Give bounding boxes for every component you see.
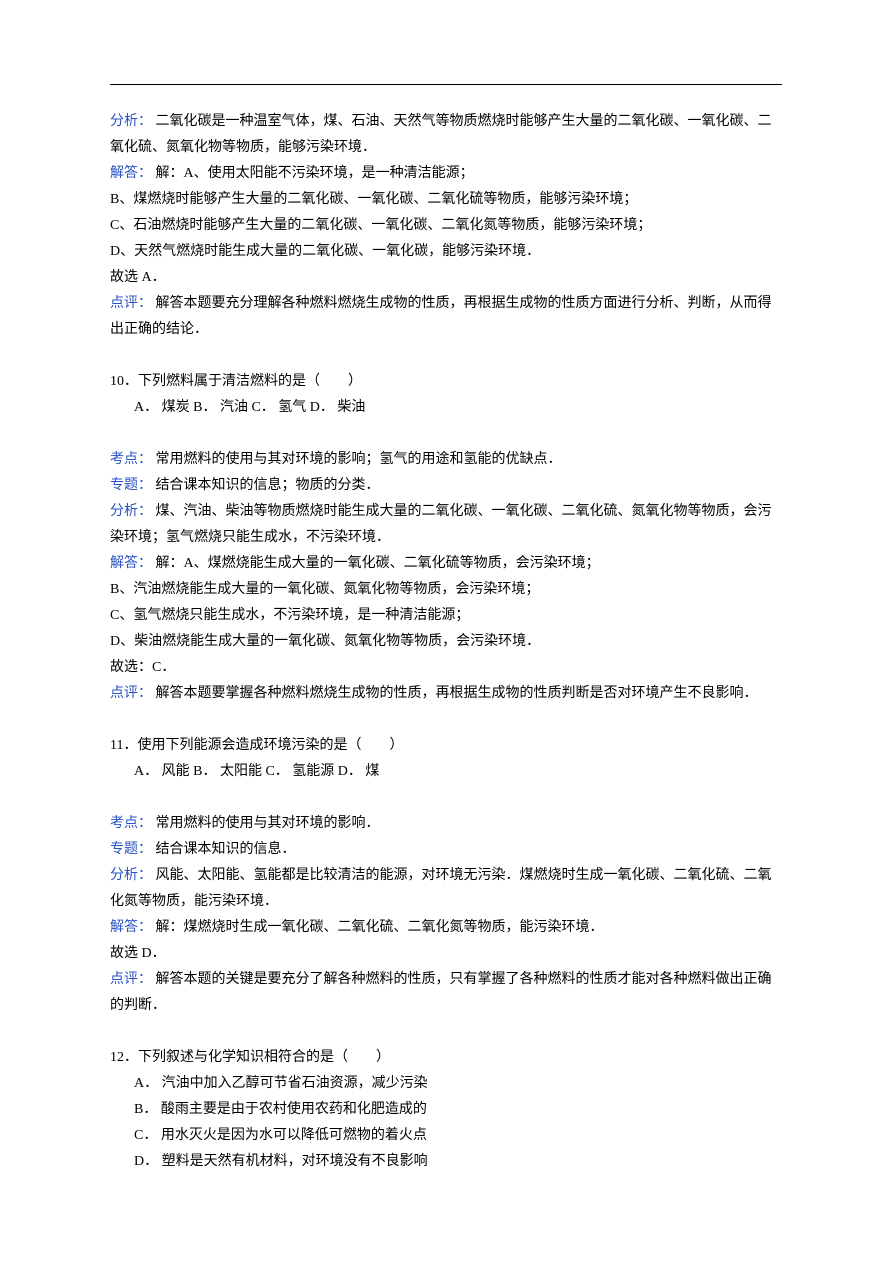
analysis-text: 煤、汽油、柴油等物质燃烧时能生成大量的二氧化碳、一氧化碳、二氧化硫、氮氧化物等物… [110, 504, 772, 545]
answer-text: 解：煤燃烧时生成一氧化碳、二氧化硫、二氧化氮等物质，能污染环境． [156, 920, 604, 935]
answer-label: 解答： [110, 166, 152, 181]
kaodian-label: 考点： [110, 452, 152, 467]
q10-line-c: C、氢气燃烧只能生成水，不污染环境，是一种清洁能源； [110, 603, 782, 629]
zhuanti-label: 专题： [110, 842, 152, 857]
kaodian-text: 常用燃料的使用与其对环境的影响；氢气的用途和氢能的优缺点． [156, 452, 562, 467]
q9-line-c: C、石油燃烧时能够产生大量的二氧化碳、一氧化碳、二氧化氮等物质，能够污染环境； [110, 213, 782, 239]
zhuanti-label: 专题： [110, 478, 152, 493]
analysis-label: 分析： [110, 114, 152, 129]
q9-line-d: D、天然气燃烧时能生成大量的二氧化碳、一氧化碳，能够污染环境． [110, 239, 782, 265]
comment-label: 点评： [110, 686, 152, 701]
analysis-text: 二氧化碳是一种温室气体，煤、石油、天然气等物质燃烧时能够产生大量的二氧化碳、一氧… [110, 114, 772, 155]
q10-comment: 点评： 解答本题要掌握各种燃料燃烧生成物的性质，再根据生成物的性质判断是否对环境… [110, 681, 782, 707]
comment-label: 点评： [110, 296, 152, 311]
q9-comment: 点评： 解答本题要充分理解各种燃料燃烧生成物的性质，再根据生成物的性质方面进行分… [110, 291, 782, 343]
q11-comment: 点评： 解答本题的关键是要充分了解各种燃料的性质，只有掌握了各种燃料的性质才能对… [110, 967, 782, 1019]
q10-zhuanti: 专题： 结合课本知识的信息；物质的分类． [110, 473, 782, 499]
q12-option-a: A． 汽油中加入乙醇可节省石油资源，减少污染 [110, 1071, 782, 1097]
q9-choose: 故选 A． [110, 265, 782, 291]
q11-zhuanti: 专题： 结合课本知识的信息． [110, 837, 782, 863]
analysis-label: 分析： [110, 504, 152, 519]
document-page: 分析： 二氧化碳是一种温室气体，煤、石油、天然气等物质燃烧时能够产生大量的二氧化… [0, 0, 892, 1235]
q11-answer-open: 解答： 解：煤燃烧时生成一氧化碳、二氧化硫、二氧化氮等物质，能污染环境． [110, 915, 782, 941]
gap [110, 1019, 782, 1045]
zhuanti-text: 结合课本知识的信息． [156, 842, 296, 857]
answer-text: 解：A、煤燃烧能生成大量的一氧化碳、二氧化硫等物质，会污染环境； [156, 556, 600, 571]
comment-label: 点评： [110, 972, 152, 987]
q9-line-b: B、煤燃烧时能够产生大量的二氧化碳、一氧化碳、二氧化硫等物质，能够污染环境； [110, 187, 782, 213]
q12-stem: 12．下列叙述与化学知识相符合的是（ ） [110, 1045, 782, 1071]
answer-text: 解：A、使用太阳能不污染环境，是一种清洁能源； [156, 166, 474, 181]
comment-text: 解答本题要掌握各种燃料燃烧生成物的性质，再根据生成物的性质判断是否对环境产生不良… [156, 686, 758, 701]
q9-answer-open: 解答： 解：A、使用太阳能不污染环境，是一种清洁能源； [110, 161, 782, 187]
q12-option-c: C． 用水灭火是因为水可以降低可燃物的着火点 [110, 1123, 782, 1149]
comment-text: 解答本题要充分理解各种燃料燃烧生成物的性质，再根据生成物的性质方面进行分析、判断… [110, 296, 772, 337]
kaodian-label: 考点： [110, 816, 152, 831]
q12-option-d: D． 塑料是天然有机材料，对环境没有不良影响 [110, 1149, 782, 1175]
q9-analysis: 分析： 二氧化碳是一种温室气体，煤、石油、天然气等物质燃烧时能够产生大量的二氧化… [110, 109, 782, 161]
q11-choose: 故选 D． [110, 941, 782, 967]
comment-text: 解答本题的关键是要充分了解各种燃料的性质，只有掌握了各种燃料的性质才能对各种燃料… [110, 972, 772, 1013]
q12-option-b: B． 酸雨主要是由于农村使用农药和化肥造成的 [110, 1097, 782, 1123]
analysis-text: 风能、太阳能、氢能都是比较清洁的能源，对环境无污染．煤燃烧时生成一氧化碳、二氧化… [110, 868, 772, 909]
zhuanti-text: 结合课本知识的信息；物质的分类． [156, 478, 380, 493]
q10-analysis: 分析： 煤、汽油、柴油等物质燃烧时能生成大量的二氧化碳、一氧化碳、二氧化硫、氮氧… [110, 499, 782, 551]
gap [110, 785, 782, 811]
q10-kaodian: 考点： 常用燃料的使用与其对环境的影响；氢气的用途和氢能的优缺点． [110, 447, 782, 473]
gap [110, 707, 782, 733]
q10-line-b: B、汽油燃烧能生成大量的一氧化碳、氮氧化物等物质，会污染环境； [110, 577, 782, 603]
gap [110, 421, 782, 447]
q10-stem: 10．下列燃料属于清洁燃料的是（ ） [110, 369, 782, 395]
q11-analysis: 分析： 风能、太阳能、氢能都是比较清洁的能源，对环境无污染．煤燃烧时生成一氧化碳… [110, 863, 782, 915]
top-rule [110, 84, 782, 85]
answer-label: 解答： [110, 556, 152, 571]
analysis-label: 分析： [110, 868, 152, 883]
q10-answer-open: 解答： 解：A、煤燃烧能生成大量的一氧化碳、二氧化硫等物质，会污染环境； [110, 551, 782, 577]
q10-choose: 故选：C． [110, 655, 782, 681]
gap [110, 343, 782, 369]
q10-line-d: D、柴油燃烧能生成大量的一氧化碳、氮氧化物等物质，会污染环境． [110, 629, 782, 655]
answer-label: 解答： [110, 920, 152, 935]
q11-kaodian: 考点： 常用燃料的使用与其对环境的影响． [110, 811, 782, 837]
q10-options: A． 煤炭 B． 汽油 C． 氢气 D． 柴油 [110, 395, 782, 421]
kaodian-text: 常用燃料的使用与其对环境的影响． [156, 816, 380, 831]
q11-options: A． 风能 B． 太阳能 C． 氢能源 D． 煤 [110, 759, 782, 785]
q11-stem: 11．使用下列能源会造成环境污染的是（ ） [110, 733, 782, 759]
